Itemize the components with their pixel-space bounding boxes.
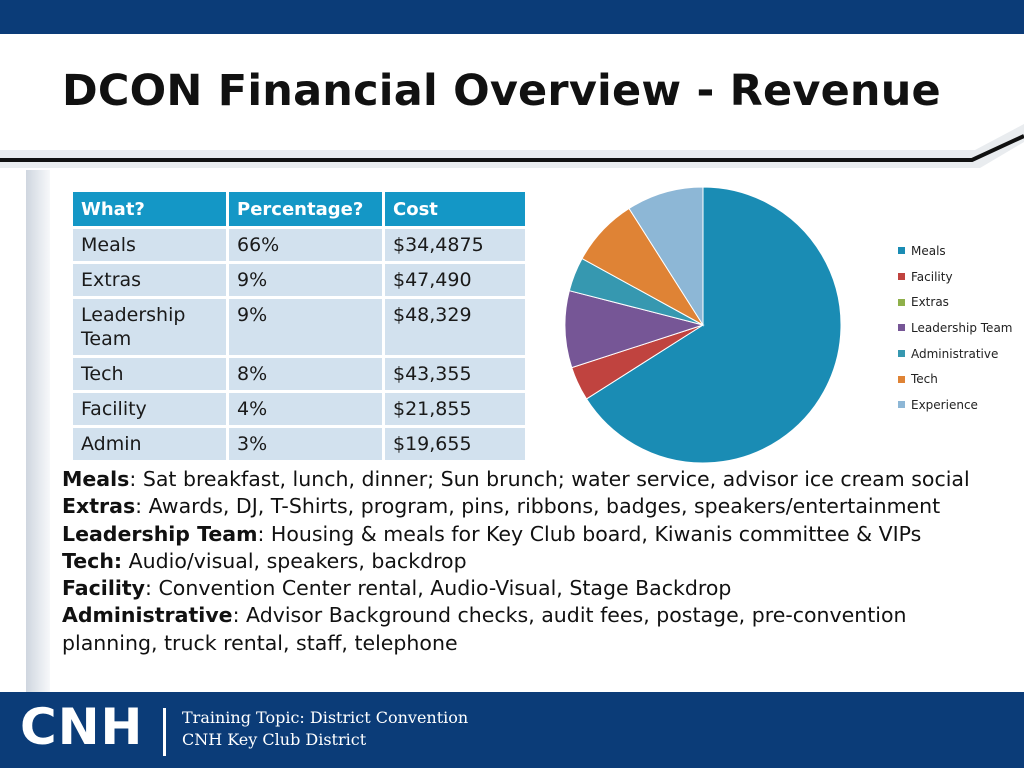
pie-slice-meals <box>585 186 842 464</box>
revenue-table: What? Percentage? Cost Meals 66% $34,487… <box>70 189 528 463</box>
legend-swatch <box>898 247 905 255</box>
legend-label: Meals <box>911 243 946 258</box>
note-separator: : <box>135 494 143 519</box>
logo-divider <box>163 708 166 756</box>
header-what: What? <box>73 192 226 226</box>
cell-item: Extras <box>73 264 226 296</box>
cell-item: Tech <box>73 358 226 390</box>
legend-item: Meals <box>898 238 1012 264</box>
table-row: Tech 8% $43,355 <box>73 358 525 390</box>
note-item: Facility: Convention Center rental, Audi… <box>62 575 1002 602</box>
legend-item: Administrative <box>898 341 1012 367</box>
legend-label: Facility <box>911 269 953 284</box>
note-item: Tech: Audio/visual, speakers, backdrop <box>62 548 1002 575</box>
legend-item: Tech <box>898 366 1012 392</box>
cell-cost: $48,329 <box>385 299 525 355</box>
note-separator: : <box>257 521 265 546</box>
legend-label: Leadership Team <box>911 320 1013 335</box>
note-item: Leadership Team: Housing & meals for Key… <box>62 521 1002 548</box>
left-accent-strip <box>26 170 50 692</box>
legend-swatch <box>898 401 905 409</box>
note-item: Meals: Sat breakfast, lunch, dinner; Sun… <box>62 466 1002 493</box>
cell-cost: $21,855 <box>385 393 525 425</box>
header-percentage: Percentage? <box>229 192 382 226</box>
header-cost: Cost <box>385 192 525 226</box>
table-row: Admin 3% $19,655 <box>73 428 525 460</box>
cell-item: Meals <box>73 229 226 261</box>
legend-swatch <box>898 273 905 281</box>
note-text: Advisor Background checks, audit fees, p… <box>62 603 907 655</box>
top-banner <box>0 0 1024 34</box>
revenue-pie-chart <box>564 186 842 464</box>
note-term: Tech: <box>62 548 123 573</box>
note-item: Administrative: Advisor Background check… <box>62 602 1002 657</box>
note-text: Housing & meals for Key Club board, Kiwa… <box>264 521 922 546</box>
note-text: Awards, DJ, T-Shirts, program, pins, rib… <box>142 494 941 519</box>
cell-cost: $34,4875 <box>385 229 525 261</box>
table-row: Meals 66% $34,4875 <box>73 229 525 261</box>
note-term: Extras <box>62 494 136 519</box>
legend-label: Administrative <box>911 346 999 361</box>
note-term: Administrative <box>62 603 233 628</box>
pie-slice-experience <box>628 186 704 327</box>
cell-cost: $19,655 <box>385 428 525 460</box>
legend-item: Facility <box>898 264 1012 290</box>
table-row: Extras 9% $47,490 <box>73 264 525 296</box>
note-separator: : <box>145 576 152 601</box>
slide-title: DCON Financial Overview - Revenue <box>62 66 941 116</box>
cell-percentage: 4% <box>229 393 382 425</box>
cnh-logo: CNH <box>20 698 144 756</box>
legend-swatch <box>898 375 905 383</box>
legend-label: Experience <box>911 397 978 412</box>
note-text: Sat breakfast, lunch, dinner; Sun brunch… <box>136 467 970 491</box>
legend-item: Extras <box>898 289 1012 315</box>
cell-percentage: 3% <box>229 428 382 460</box>
legend-item: Experience <box>898 392 1012 418</box>
legend-item: Leadership Team <box>898 315 1012 341</box>
cell-item: Leadership Team <box>73 299 226 355</box>
table-header-row: What? Percentage? Cost <box>73 192 525 226</box>
note-term: Meals <box>62 467 130 491</box>
pie-legend: Meals Facility Extras Leadership Team Admini… <box>898 238 1012 418</box>
cell-percentage: 8% <box>229 358 382 390</box>
note-text: Convention Center rental, Audio-Visual, … <box>151 576 732 601</box>
footer-bar: CNH Training Topic: District Convention … <box>0 692 1024 768</box>
cell-cost: $43,355 <box>385 358 525 390</box>
footer-training-topic: Training Topic: District Convention <box>182 708 469 727</box>
cell-percentage: 66% <box>229 229 382 261</box>
cell-percentage: 9% <box>229 299 382 355</box>
note-separator: : <box>129 467 137 491</box>
note-item: Extras: Awards, DJ, T-Shirts, program, p… <box>62 493 1002 520</box>
legend-swatch <box>898 298 905 306</box>
category-notes: Meals: Sat breakfast, lunch, dinner; Sun… <box>62 466 1002 657</box>
legend-swatch <box>898 324 905 332</box>
note-text: Audio/visual, speakers, backdrop <box>122 548 467 573</box>
cell-percentage: 9% <box>229 264 382 296</box>
note-term: Facility <box>62 576 146 601</box>
cell-item: Facility <box>73 393 226 425</box>
legend-swatch <box>898 350 905 358</box>
footer-district: CNH Key Club District <box>182 730 367 749</box>
legend-label: Extras <box>911 295 949 310</box>
cell-item: Admin <box>73 428 226 460</box>
note-separator: : <box>232 603 240 628</box>
table-row: Facility 4% $21,855 <box>73 393 525 425</box>
table-row: Leadership Team 9% $48,329 <box>73 299 525 355</box>
cell-cost: $47,490 <box>385 264 525 296</box>
note-term: Leadership Team <box>62 521 258 546</box>
legend-label: Tech <box>911 372 938 387</box>
